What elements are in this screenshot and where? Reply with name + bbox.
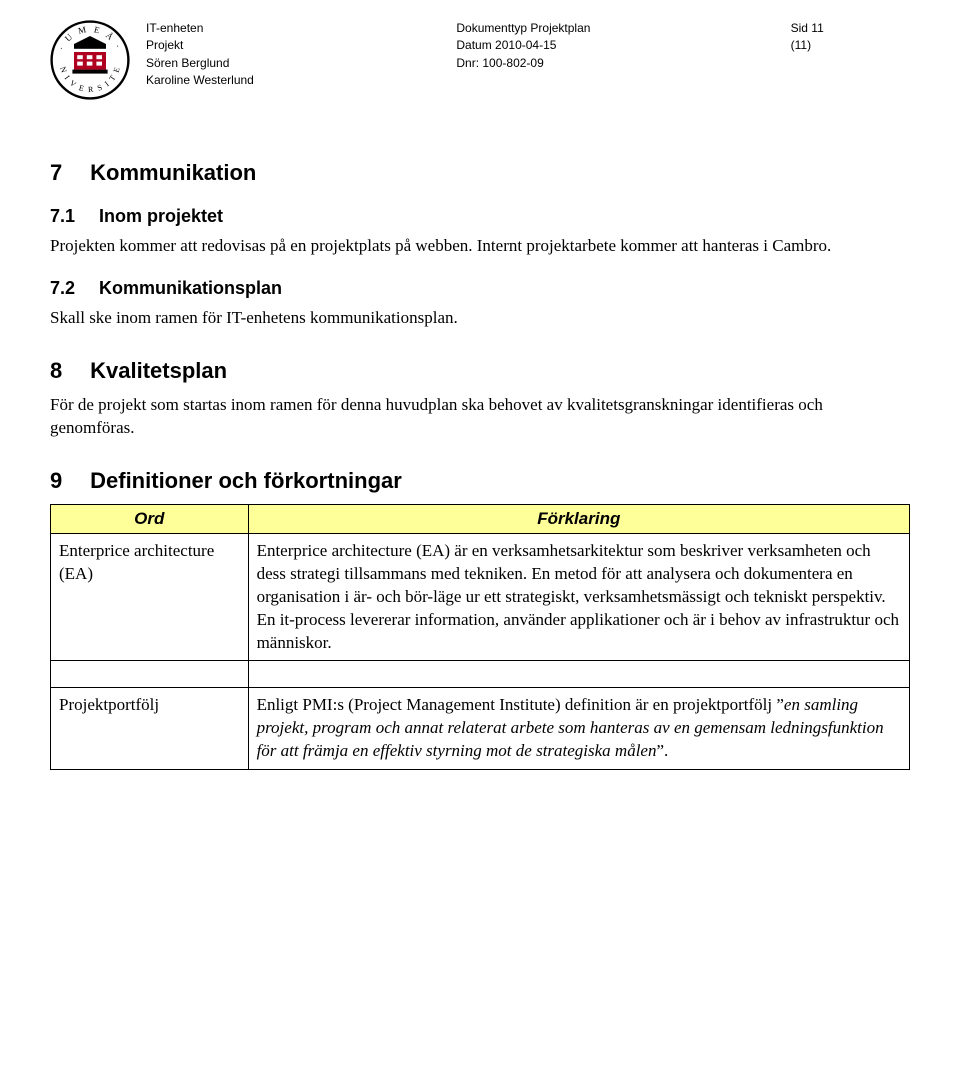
definitions-table: Ord Förklaring Enterprice architecture (… [50,504,910,771]
header-page-num: Sid 11 [791,20,910,37]
section-7-2-heading: 7.2 Kommunikationsplan [50,278,910,299]
document-page: · U M E Å · U N I V E R S I T E T IT-enh… [0,0,960,810]
header-author-1: Sören Berglund [146,55,456,72]
table-row-spacer [51,661,910,688]
section-8-heading: 8 Kvalitetsplan [50,358,910,384]
col-header-def: Förklaring [248,504,909,533]
university-logo: · U M E Å · U N I V E R S I T E T [50,20,130,100]
section-title: Definitioner och förkortningar [90,468,402,493]
section-7-2-body: Skall ske inom ramen för IT-enhetens kom… [50,307,910,330]
def-suffix: ”. [656,741,668,760]
table-header-row: Ord Förklaring [51,504,910,533]
definition-cell: Enterprice architecture (EA) är en verks… [248,533,909,661]
section-title: Kommunikation [90,160,256,185]
term-cell: Projektportfölj [51,688,249,770]
header-col-mid: Dokumenttyp Projektplan Datum 2010-04-15… [456,20,790,90]
header-unit: IT-enheten [146,20,456,37]
col-header-term: Ord [51,504,249,533]
header-doc-type: Dokumenttyp Projektplan [456,20,790,37]
section-number: 7 [50,160,84,186]
page-header: · U M E Å · U N I V E R S I T E T IT-enh… [50,20,910,100]
section-title: Kvalitetsplan [90,358,227,383]
def-prefix: Enligt PMI:s (Project Management Institu… [257,695,784,714]
header-text-block: IT-enheten Projekt Sören Berglund Karoli… [146,20,910,90]
section-8-body: För de projekt som startas inom ramen fö… [50,394,910,440]
section-number: 8 [50,358,84,384]
section-title: Kommunikationsplan [99,278,282,298]
header-col-left: IT-enheten Projekt Sören Berglund Karoli… [146,20,456,90]
header-date: Datum 2010-04-15 [456,37,790,54]
header-dnr: Dnr: 100-802-09 [456,55,790,72]
section-title: Inom projektet [99,206,223,226]
section-7-1-heading: 7.1 Inom projektet [50,206,910,227]
section-7-heading: 7 Kommunikation [50,160,910,186]
table-row: Enterprice architecture (EA) Enterprice … [51,533,910,661]
term-cell: Enterprice architecture (EA) [51,533,249,661]
section-number: 9 [50,468,84,494]
definition-cell: Enligt PMI:s (Project Management Institu… [248,688,909,770]
header-col-right: Sid 11 (11) [791,20,910,90]
header-page-total: (11) [791,37,910,54]
header-author-2: Karoline Westerlund [146,72,456,89]
section-number: 7.2 [50,278,94,299]
header-project: Projekt [146,37,456,54]
table-row: Projektportfölj Enligt PMI:s (Project Ma… [51,688,910,770]
section-9-heading: 9 Definitioner och förkortningar [50,468,910,494]
section-7-1-body: Projekten kommer att redovisas på en pro… [50,235,910,258]
section-number: 7.1 [50,206,94,227]
